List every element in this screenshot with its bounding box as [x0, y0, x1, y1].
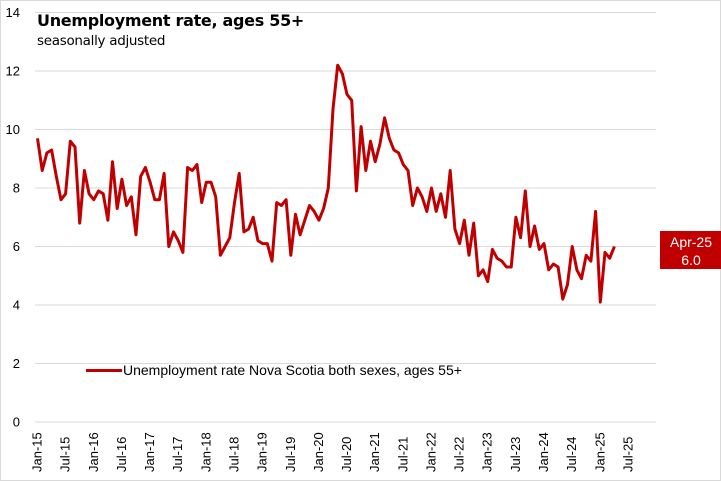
x-tick-label: Jan-16: [86, 432, 101, 472]
y-tick-label: 12: [6, 64, 20, 79]
x-tick-label: Jul-17: [170, 437, 185, 472]
series-group: [36, 63, 616, 304]
y-tick-label: 2: [13, 356, 20, 371]
y-tick-label: 8: [13, 181, 20, 196]
x-tick-label: Jul-19: [283, 437, 298, 472]
x-tick-label: Jan-21: [367, 432, 382, 472]
legend: Unemployment rate Nova Scotia both sexes…: [86, 362, 462, 378]
x-tick-label: Jan-20: [311, 432, 326, 472]
y-tick-label: 6: [13, 239, 20, 254]
x-tick-label: Jul-24: [564, 437, 579, 472]
x-tick-label: Jan-15: [30, 432, 45, 472]
x-tick-label: Jul-22: [452, 437, 467, 472]
chart-subtitle: seasonally adjusted: [37, 33, 166, 49]
x-tick-label: Jul-15: [58, 437, 73, 472]
legend-label: Unemployment rate Nova Scotia both sexes…: [123, 362, 462, 378]
x-tick-label: Jan-22: [423, 432, 438, 472]
y-tick-label: 0: [13, 415, 20, 430]
y-tick-label: 14: [6, 5, 20, 20]
gridlines: [35, 12, 656, 423]
chart-title: Unemployment rate, ages 55+: [37, 11, 305, 30]
x-axis-ticks: Jan-15 Jul-15 Jan-16 Jul-16 Jan-17 Jul-17 Jan-…: [30, 432, 636, 472]
x-tick-label: Jul-18: [226, 437, 241, 472]
x-tick-label: Jul-16: [114, 437, 129, 472]
legend-swatch: [86, 368, 122, 372]
latest-value-callout: Apr-25 6.0: [660, 231, 721, 269]
x-tick-label: Jul-21: [395, 437, 410, 472]
x-tick-label: Jul-23: [508, 437, 523, 472]
x-tick-label: Jul-20: [339, 437, 354, 472]
x-tick-label: Jan-24: [536, 432, 551, 472]
series-line: [36, 63, 616, 304]
y-axis-ticks: 0 2 4 6 8 10 12 14: [6, 5, 20, 430]
y-tick-label: 10: [6, 122, 20, 137]
x-tick-label: Jan-25: [592, 432, 607, 472]
x-tick-label: Jan-23: [480, 432, 495, 472]
callout-date: Apr-25: [669, 234, 713, 250]
x-tick-label: Jan-19: [255, 432, 270, 472]
callout-value: 6.0: [681, 252, 701, 268]
x-tick-label: Jan-18: [198, 432, 213, 472]
x-tick-label: Jan-17: [142, 432, 157, 472]
y-tick-label: 4: [13, 298, 20, 313]
x-tick-label: Jul-25: [620, 437, 635, 472]
